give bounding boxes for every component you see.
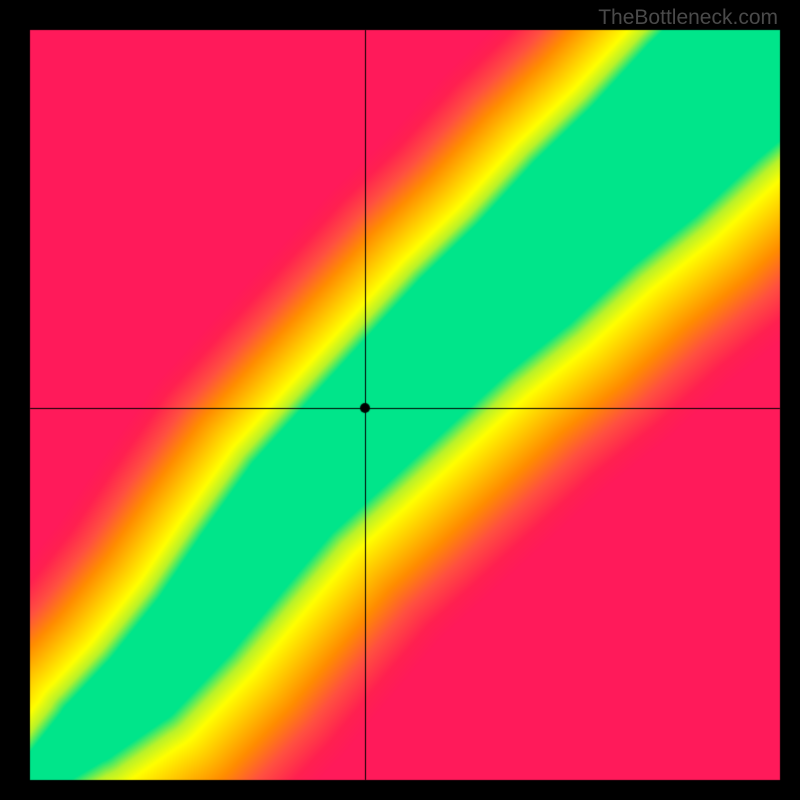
watermark-text: TheBottleneck.com: [598, 6, 778, 30]
crosshair-overlay: [0, 0, 800, 800]
chart-container: TheBottleneck.com: [0, 0, 800, 800]
